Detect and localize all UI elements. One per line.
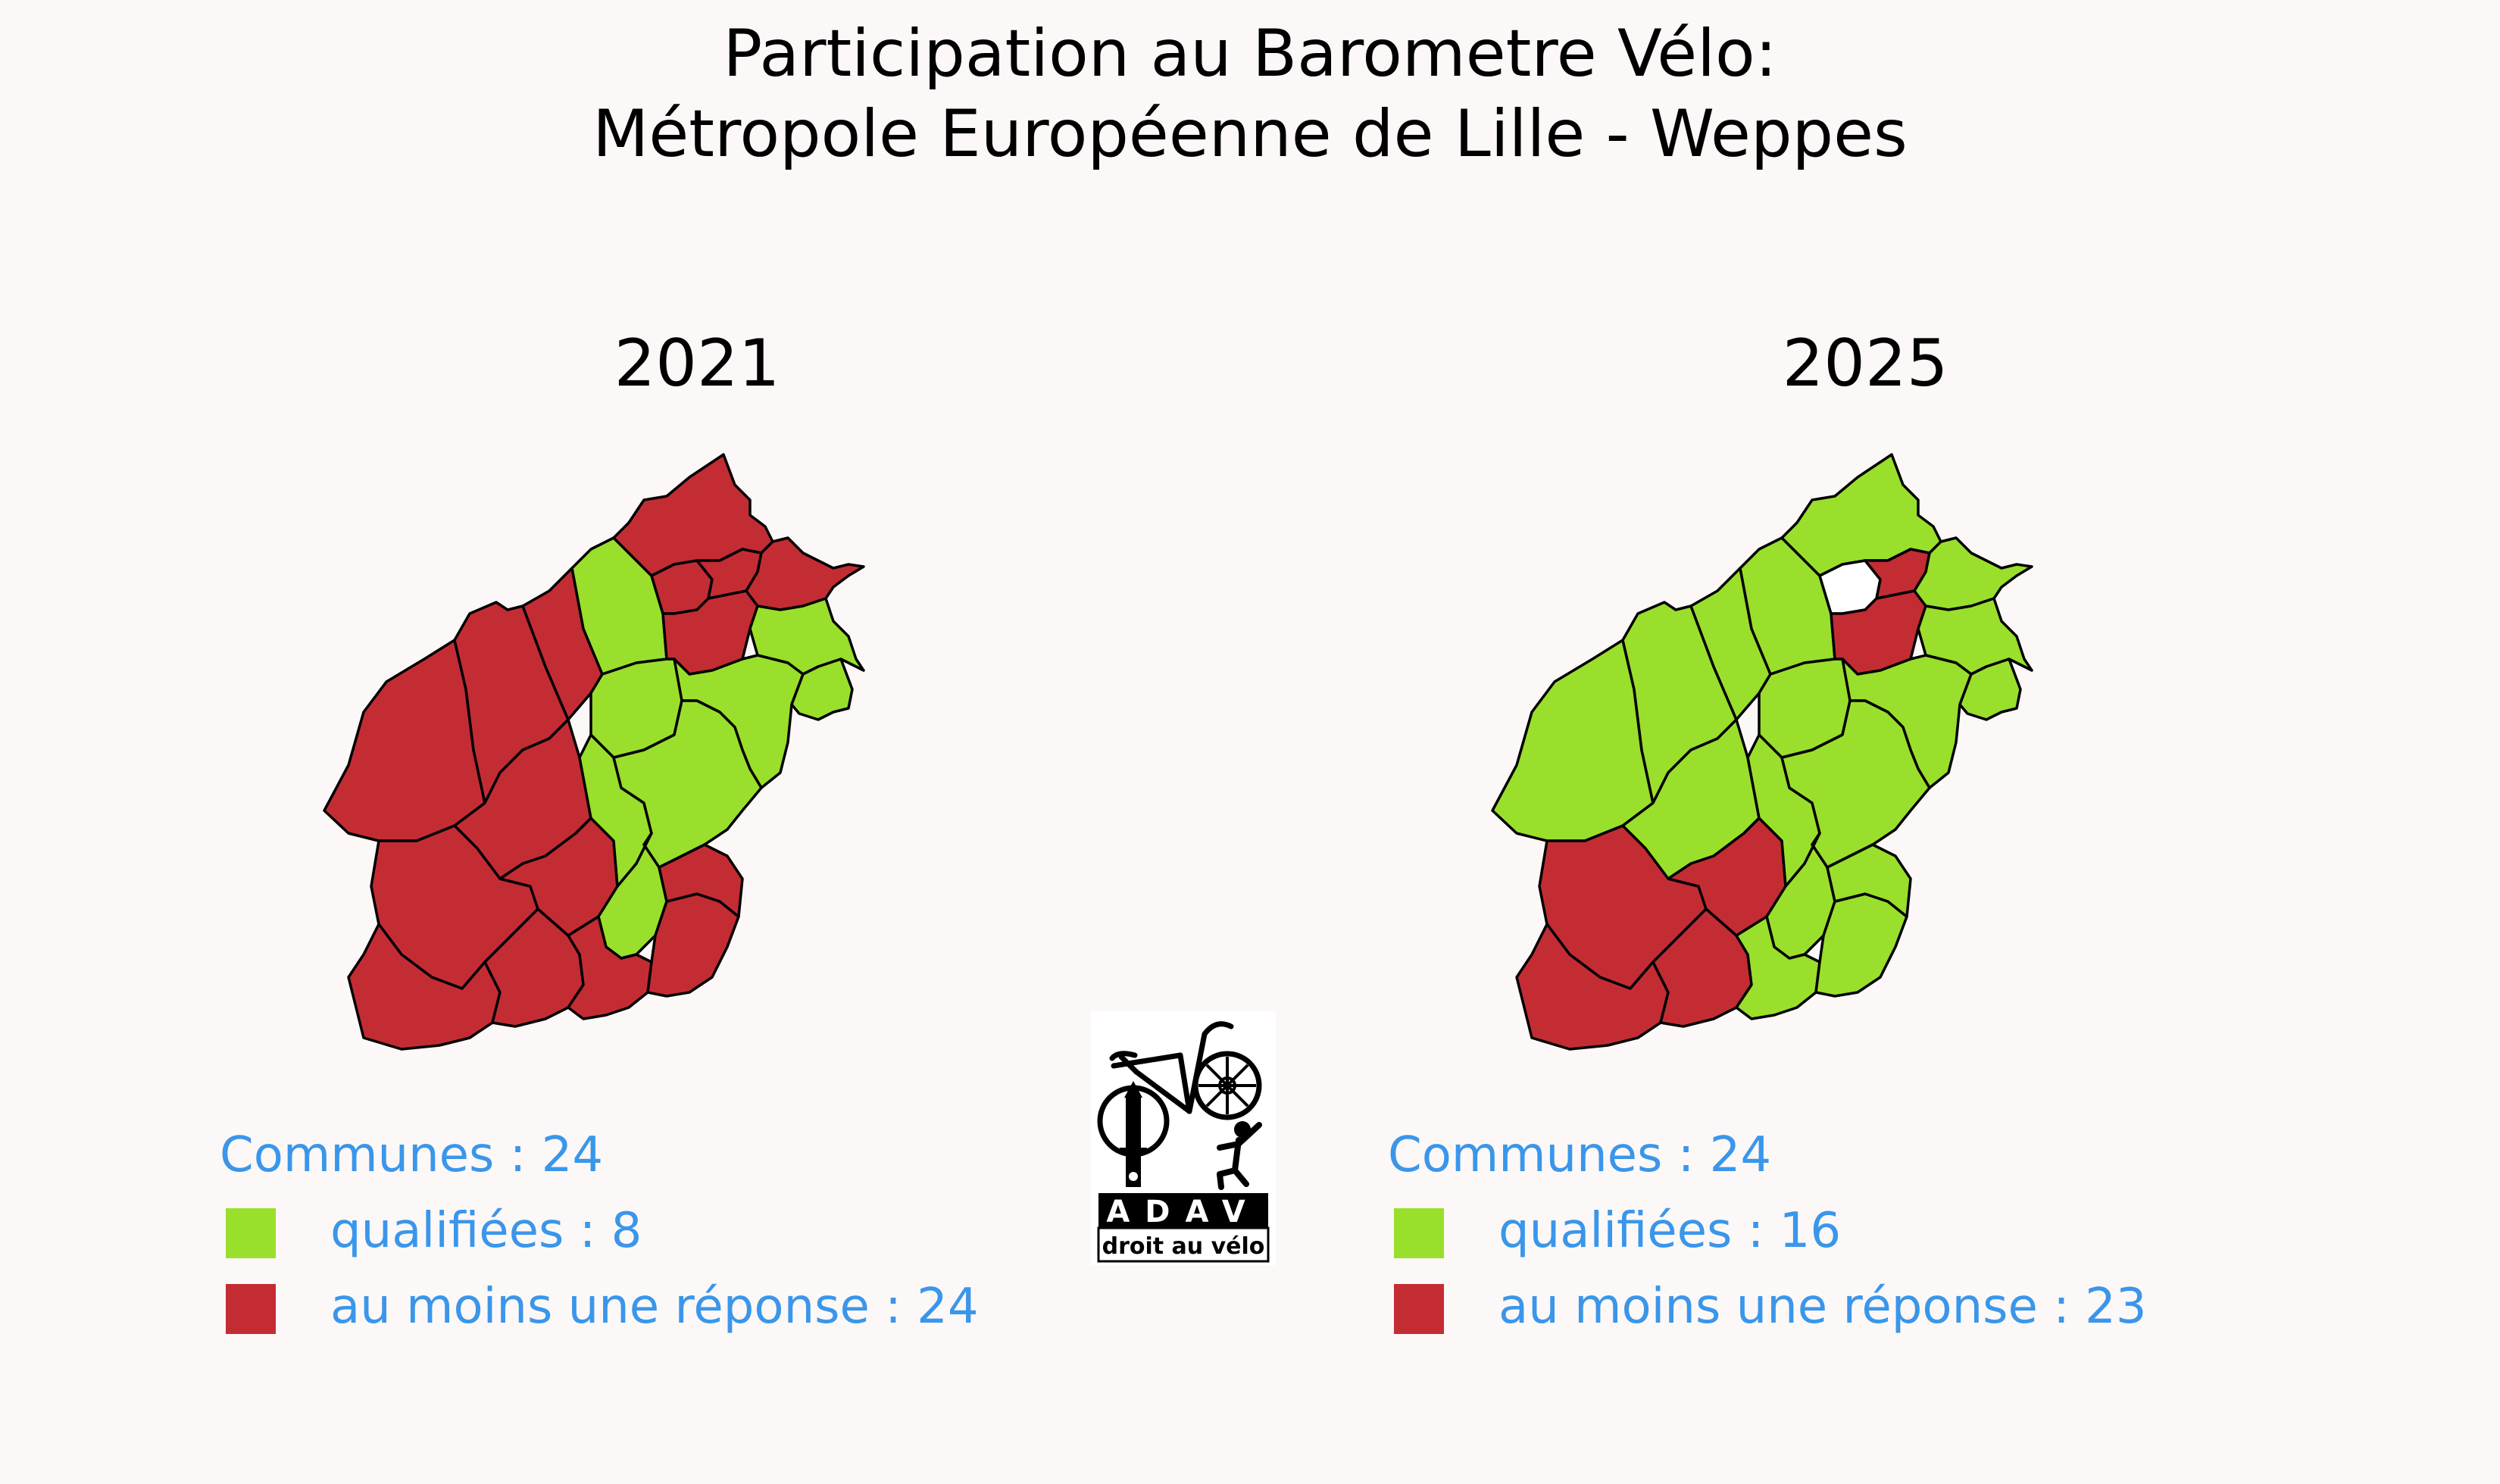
commune-12-response (745, 536, 865, 611)
logo-tagline: droit au vélo (1102, 1233, 1265, 1260)
legend-communes-count: Communes : 24 (220, 1127, 604, 1183)
map-2025 (1486, 432, 2244, 1114)
legend-2025: Communes : 24 qualifiées : 16 au moins u… (1388, 1117, 2147, 1345)
chart-title: Participation au Barometre Vélo: Métropo… (0, 14, 2500, 174)
commune-21-response (567, 915, 653, 1020)
commune-12-qualified (1913, 536, 2033, 611)
logo-name: ADAV (1106, 1195, 1260, 1229)
commune-24-response (658, 843, 744, 918)
adav-logo: ADAV droit au vélo (1091, 1011, 1276, 1265)
commune-23-qualified (1958, 658, 2022, 721)
legend-swatch-response (226, 1284, 276, 1334)
legend-label-response: au moins une réponse : 23 (1498, 1279, 2147, 1335)
year-label-2021: 2021 (614, 326, 780, 401)
legend-row-qualified: qualifiées : 16 (1388, 1193, 1841, 1269)
legend-row-response: au moins une réponse : 23 (1388, 1269, 2147, 1345)
legend-2021: Communes : 24 qualifiées : 8 au moins un… (220, 1117, 979, 1345)
legend-swatch-qualified (1394, 1208, 1444, 1258)
legend-swatch-qualified (226, 1208, 276, 1258)
bicycle-logo-icon: ADAV droit au vélo (1097, 1021, 1270, 1263)
title-line-2: Métropole Européenne de Lille - Weppes (592, 96, 1908, 172)
map-2021 (318, 432, 1076, 1114)
commune-22-qualified (1814, 892, 1908, 998)
commune-21-qualified (1735, 915, 1821, 1020)
legend-communes-count: Communes : 24 (1388, 1127, 1772, 1183)
title-line-1: Participation au Barometre Vélo: (723, 16, 1777, 92)
legend-label-response: au moins une réponse : 24 (330, 1279, 979, 1335)
map-svg-2021 (323, 453, 865, 1051)
year-label-2025: 2025 (1782, 326, 1948, 401)
legend-row-response: au moins une réponse : 24 (220, 1269, 979, 1345)
legend-row-qualified: qualifiées : 8 (220, 1193, 642, 1269)
map-svg-2025 (1491, 453, 2033, 1051)
commune-23-qualified (790, 658, 854, 721)
legend-swatch-response (1394, 1284, 1444, 1334)
commune-22-response (646, 892, 740, 998)
commune-24-qualified (1826, 843, 1912, 918)
legend-label-qualified: qualifiées : 16 (1498, 1203, 1842, 1259)
legend-label-qualified: qualifiées : 8 (330, 1203, 642, 1259)
